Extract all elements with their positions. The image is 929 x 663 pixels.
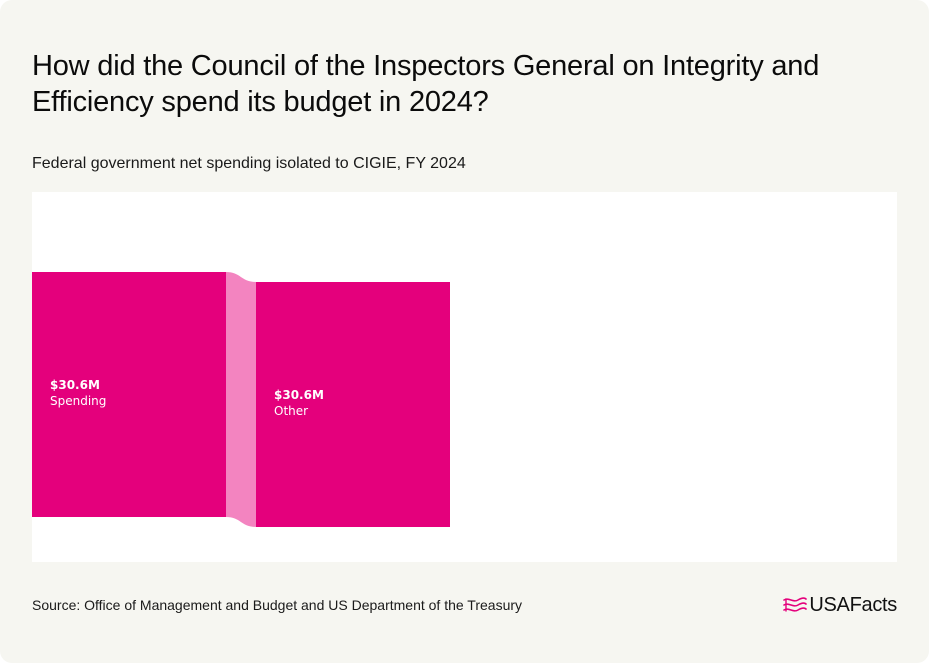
sankey-plot-area: $30.6M Spending $30.6M Other xyxy=(32,192,897,562)
chart-subtitle: Federal government net spending isolated… xyxy=(32,155,466,172)
chart-title: How did the Council of the Inspectors Ge… xyxy=(32,50,820,118)
usafacts-flag-icon xyxy=(783,597,808,612)
sankey-node-name: Spending xyxy=(50,393,107,408)
sankey-node-value: $30.6M xyxy=(274,387,324,402)
sankey-node-label-spending: $30.6M Spending xyxy=(50,377,106,409)
sankey-link-spending-other[interactable] xyxy=(226,272,256,527)
sankey-node-name: Other xyxy=(274,403,309,418)
source-note: Source: Office of Management and Budget … xyxy=(32,597,523,613)
sankey-node-spending[interactable] xyxy=(32,272,226,517)
sankey-node-label-other: $30.6M Other xyxy=(274,387,324,419)
logo-wordmark: USAFacts xyxy=(809,594,897,616)
sankey-node-value: $30.6M xyxy=(50,377,100,392)
sankey-node-other[interactable] xyxy=(256,282,450,527)
usafacts-logo[interactable]: USAFacts xyxy=(783,593,897,617)
sankey-chart xyxy=(32,272,450,527)
